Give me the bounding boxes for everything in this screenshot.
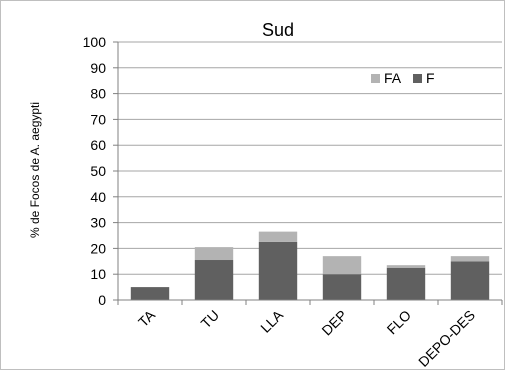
bars (130, 231, 490, 300)
bar-DEPO-DES-FA (450, 256, 490, 262)
bar-FLO-FA (386, 265, 426, 268)
y-tick-label-50: 50 (90, 163, 106, 179)
legend-label-FA: FA (384, 70, 402, 86)
y-axis-label: % de Focos de A. aegypti (28, 102, 42, 238)
chart-title: Sud (262, 20, 294, 40)
y-tick-label-30: 30 (90, 215, 106, 231)
bar-LLA-FA (258, 231, 298, 242)
axes (117, 42, 503, 305)
legend-swatch-F (413, 74, 422, 83)
y-tick-label-100: 100 (83, 34, 107, 50)
y-tick-labels: 0 10 20 30 40 50 60 70 80 90 100 (83, 34, 118, 308)
bar-TU-FA (194, 247, 234, 261)
y-tick-label-80: 80 (90, 86, 106, 102)
legend-swatch-FA (371, 74, 380, 83)
legend-label-F: F (426, 70, 435, 86)
bar-DEP-F (322, 274, 362, 300)
y-tick-label-90: 90 (90, 60, 106, 76)
bar-FLO-F (386, 267, 426, 300)
y-tick-label-60: 60 (90, 137, 106, 153)
bar-DEP-FA (322, 256, 362, 275)
bar-TA-F (130, 287, 170, 300)
y-tick-label-0: 0 (98, 292, 106, 308)
bar-TU-F (194, 260, 234, 300)
gridlines (118, 41, 502, 275)
y-tick-label-70: 70 (90, 111, 106, 127)
y-tick-label-20: 20 (90, 240, 106, 256)
legend: FA F (371, 70, 435, 86)
y-tick-label-40: 40 (90, 189, 106, 205)
bar-LLA-F (258, 241, 298, 300)
bar-DEPO-DES-F (450, 261, 490, 300)
y-tick-label-10: 10 (90, 266, 106, 282)
